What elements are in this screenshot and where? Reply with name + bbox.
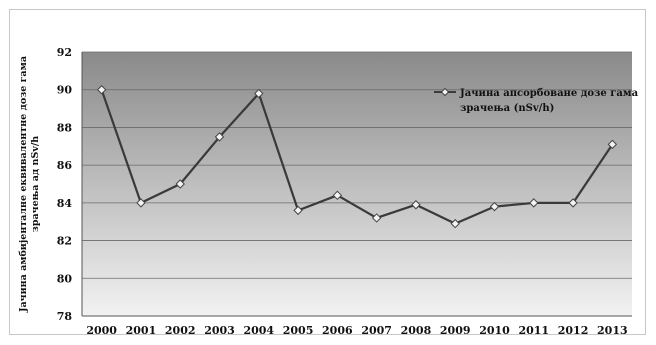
x-tick-label: 2013 (597, 324, 628, 337)
x-tick-label: 2011 (518, 324, 549, 337)
data-point (371, 213, 382, 223)
x-tick-label: 2005 (283, 324, 314, 337)
x-tick-label: 2006 (322, 324, 353, 337)
x-tick-label: 2004 (243, 324, 274, 337)
y-axis-title: зрачења ад nSv/h (30, 136, 41, 233)
x-tick-label: 2001 (126, 324, 157, 337)
data-point (332, 190, 343, 201)
data-point (96, 85, 107, 95)
x-tick-label: 2008 (401, 324, 432, 337)
y-tick-label: 88 (57, 121, 73, 134)
data-point (489, 201, 500, 212)
plot-area (82, 52, 632, 316)
y-tick-label: 78 (57, 310, 73, 323)
data-point (293, 205, 303, 216)
y-tick-label: 82 (57, 235, 72, 248)
data-point (450, 218, 460, 229)
y-tick-label: 86 (57, 159, 73, 172)
data-point (529, 198, 539, 208)
y-tick-label: 84 (57, 197, 73, 210)
series-line (100, 89, 614, 225)
data-point (254, 88, 264, 99)
y-tick-label: 90 (57, 84, 73, 97)
x-tick-label: 2000 (86, 324, 117, 337)
x-tick-label: 2012 (558, 324, 589, 337)
x-tick-label: 2002 (165, 324, 196, 337)
y-axis-title: Јачина амбијенталне еквивалентне дозе га… (18, 56, 29, 313)
x-tick-label: 2007 (361, 324, 392, 337)
x-tick-label: 2009 (440, 324, 471, 337)
data-point (411, 200, 421, 210)
legend-marker (440, 87, 450, 97)
y-tick-label: 92 (57, 46, 72, 59)
legend-label: Јачина апсорбоване дозе гама (459, 88, 639, 99)
legend-label: зрачења (nSv/h) (460, 103, 554, 114)
y-tick-label: 80 (57, 272, 73, 285)
data-point (607, 139, 618, 150)
data-point (214, 132, 225, 142)
x-tick-label: 2003 (204, 324, 235, 337)
data-point (136, 198, 146, 208)
data-point (568, 198, 578, 208)
data-point (175, 179, 185, 189)
x-tick-label: 2010 (479, 324, 510, 337)
